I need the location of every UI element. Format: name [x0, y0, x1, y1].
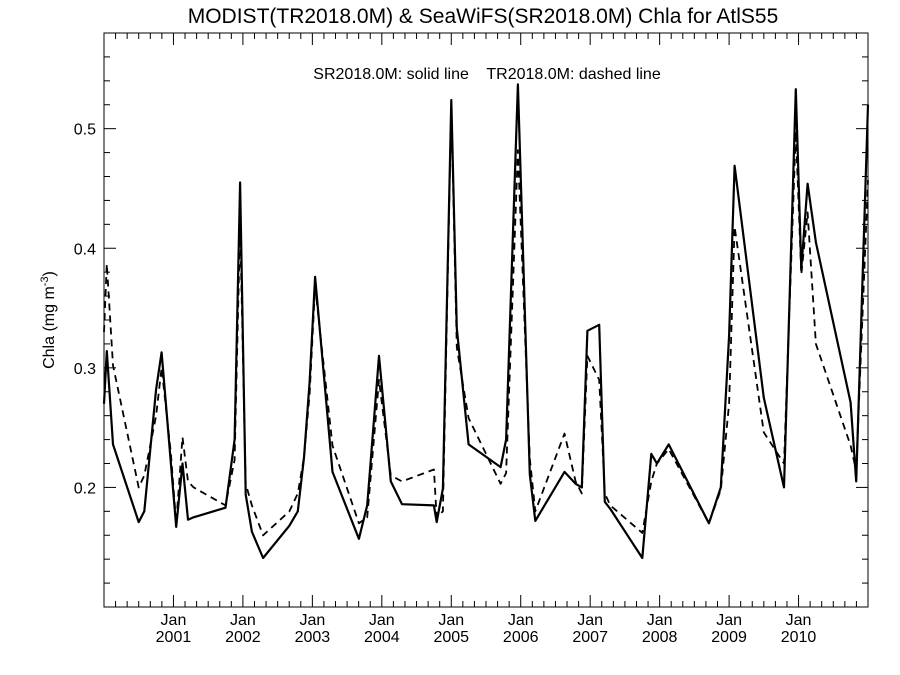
x-tick-month-label: Jan	[786, 612, 812, 629]
y-tick-label: 0.3	[74, 361, 96, 378]
y-tick-label: 0.2	[74, 480, 96, 497]
x-tick-year-label: 2001	[156, 629, 192, 646]
x-tick-year-label: 2005	[433, 629, 469, 646]
y-axis-label: Chla (mg m-3)	[39, 271, 58, 369]
y-axis-label-text: Chla (mg m	[41, 286, 58, 369]
x-tick-month-label: Jan	[577, 612, 603, 629]
x-tick-year-label: 2006	[503, 629, 539, 646]
x-tick-month-label: Jan	[716, 612, 742, 629]
x-tick-month-label: Jan	[299, 612, 325, 629]
x-tick-month-label: Jan	[230, 612, 256, 629]
y-tick-label: 0.5	[74, 122, 96, 139]
data-series	[102, 83, 870, 560]
x-tick-month-label: Jan	[369, 612, 395, 629]
svg-text:Chla (mg m-3): Chla (mg m-3)	[39, 271, 58, 369]
axis-ticks	[104, 32, 868, 608]
y-tick-label: 0.4	[74, 241, 96, 258]
x-tick-year-label: 2007	[572, 629, 608, 646]
y-axis-label-close: )	[41, 271, 58, 276]
x-tick-month-label: Jan	[647, 612, 673, 629]
y-axis-label-superscript: -3	[39, 276, 51, 286]
series-line-tr2018-dashed	[103, 103, 869, 537]
legend-annotation: SR2018.0M: solid line TR2018.0M: dashed …	[313, 66, 661, 83]
x-tick-month-label: Jan	[161, 612, 187, 629]
x-tick-month-label: Jan	[438, 612, 464, 629]
series-line-sr2018-solid	[102, 83, 870, 560]
x-tick-year-label: 2008	[642, 629, 678, 646]
chart-title: MODIST(TR2018.0M) & SeaWiFS(SR2018.0M) C…	[188, 5, 779, 28]
axis-tick-labels: 0.20.30.40.5Jan2001Jan2002Jan2003Jan2004…	[74, 122, 817, 646]
x-tick-year-label: 2003	[295, 629, 331, 646]
x-tick-year-label: 2002	[225, 629, 261, 646]
x-tick-year-label: 2009	[711, 629, 747, 646]
x-tick-month-label: Jan	[508, 612, 534, 629]
x-tick-year-label: 2010	[781, 629, 817, 646]
x-tick-year-label: 2004	[364, 629, 400, 646]
